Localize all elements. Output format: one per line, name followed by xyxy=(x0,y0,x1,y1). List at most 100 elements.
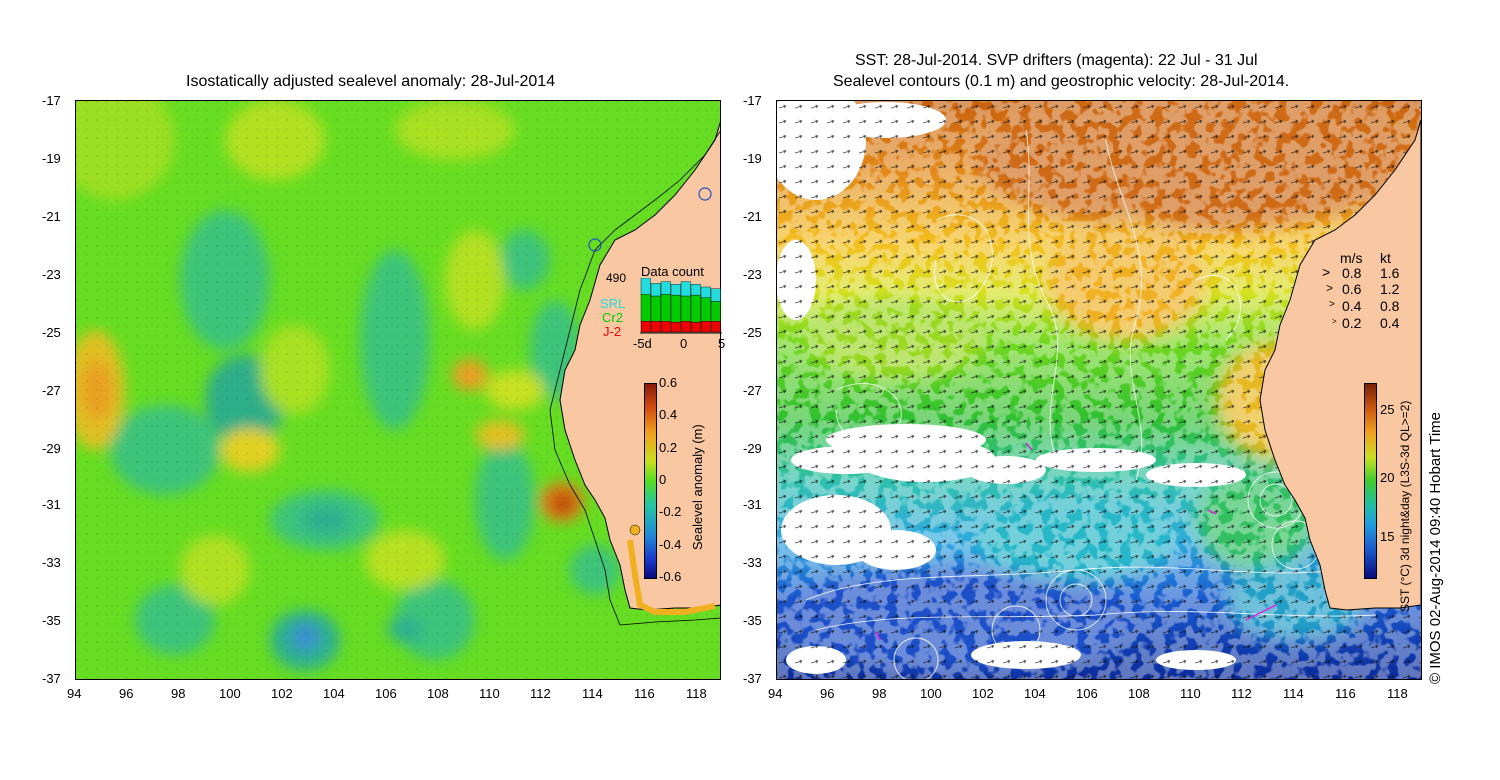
lon-tick: 118 xyxy=(686,686,707,701)
legend-j2: J-2 xyxy=(603,324,622,339)
data-count-bar-srl xyxy=(670,284,681,296)
lon-tick: 104 xyxy=(1024,686,1046,701)
data-count-bar-cr2 xyxy=(640,294,651,322)
data-count-bar-j2 xyxy=(670,321,681,333)
lon-tick: 98 xyxy=(171,686,186,701)
lat-tick: -17 xyxy=(743,93,762,108)
speed-arrow-icon: > xyxy=(1326,281,1334,295)
lat-tick: -21 xyxy=(42,209,61,224)
legend-srl: SRL xyxy=(600,296,626,311)
speed-ms: 0.8 xyxy=(1342,265,1362,281)
data-count-bar-srl xyxy=(680,281,691,297)
speed-kt: 0.4 xyxy=(1380,315,1400,331)
sla-tick: 0.6 xyxy=(659,375,678,390)
imos-credit: © IMOS 02-Aug-2014 09:40 Hobart Time xyxy=(1427,411,1444,684)
data-count-chart xyxy=(640,278,722,334)
speed-kt: 1.2 xyxy=(1380,281,1400,297)
data-count-bar-j2 xyxy=(660,321,671,333)
lon-tick: 96 xyxy=(119,686,134,701)
sla-colorbar-gradient xyxy=(644,383,657,579)
sla-tick: 0.4 xyxy=(659,407,678,422)
speed-kt: 0.8 xyxy=(1380,298,1400,314)
data-count-bar-srl xyxy=(710,288,721,302)
data-count-bar-j2 xyxy=(710,321,721,333)
speed-ms: 0.2 xyxy=(1342,315,1362,331)
lat-tick: -21 xyxy=(743,209,762,224)
data-count-bar-cr2 xyxy=(680,295,691,322)
lon-tick: 102 xyxy=(271,686,293,701)
right-map-title-line1: SST: 28-Jul-2014. SVP drifters (magenta)… xyxy=(855,52,1258,69)
data-count-bar-j2 xyxy=(700,321,711,333)
lon-tick: 98 xyxy=(872,686,887,701)
data-count-bar-cr2 xyxy=(660,294,671,322)
lat-tick: -29 xyxy=(743,441,762,456)
lat-tick: -37 xyxy=(743,671,762,686)
lon-tick: 108 xyxy=(1128,686,1150,701)
lat-tick: -27 xyxy=(743,383,762,398)
lon-tick: 108 xyxy=(427,686,449,701)
lon-tick: 94 xyxy=(67,686,82,701)
lat-tick: -31 xyxy=(743,497,762,512)
lat-tick: -35 xyxy=(743,613,762,628)
speed-ms: 0.4 xyxy=(1342,298,1362,314)
sst-tick: 15 xyxy=(1380,529,1395,544)
speed-arrow-icon: > xyxy=(1329,299,1335,310)
lon-tick: 104 xyxy=(323,686,345,701)
data-count-bar-cr2 xyxy=(670,294,681,323)
speed-kt: 1.6 xyxy=(1380,265,1400,281)
data-count-number: 490 xyxy=(606,271,627,285)
lat-tick: -17 xyxy=(42,93,61,108)
sst-map xyxy=(776,100,1422,680)
speed-arrow-icon: > xyxy=(1322,264,1331,280)
dc-tick-0: 0 xyxy=(680,336,688,351)
sst-colorbar-label: SST (°C) 3d night&day (L3S-3d QL>=2) xyxy=(1398,400,1412,612)
data-count-bar-j2 xyxy=(690,321,701,333)
lon-tick: 96 xyxy=(820,686,835,701)
sla-tick: 0 xyxy=(659,472,667,487)
data-count-bar-j2 xyxy=(680,321,691,333)
lon-tick: 114 xyxy=(1283,686,1304,701)
data-count-bar-srl xyxy=(660,281,671,295)
data-count-bar-srl xyxy=(640,278,651,295)
dc-tick-5: 5 xyxy=(718,336,726,351)
data-count-bar-cr2 xyxy=(650,295,661,322)
lat-tick: -31 xyxy=(42,497,61,512)
sla-colorbar-label: Sealevel anomaly (m) xyxy=(690,424,705,550)
lat-tick: -23 xyxy=(743,267,762,282)
lon-tick: 112 xyxy=(530,686,551,701)
data-count-bar-j2 xyxy=(650,321,661,333)
lon-tick: 110 xyxy=(1180,686,1201,701)
sla-tick: 0.2 xyxy=(659,440,678,455)
lon-tick: 110 xyxy=(479,686,500,701)
data-count-title: Data count xyxy=(641,264,704,279)
lon-tick: 116 xyxy=(1335,686,1356,701)
lon-tick: 106 xyxy=(375,686,397,701)
sla-tick: -0.2 xyxy=(659,504,682,519)
lat-tick: -27 xyxy=(42,383,61,398)
left-map-title: Isostatically adjusted sealevel anomaly:… xyxy=(186,73,556,90)
lon-tick: 118 xyxy=(1387,686,1408,701)
data-count-bar-cr2 xyxy=(690,294,701,323)
lat-tick: -25 xyxy=(743,325,762,340)
lon-tick: 100 xyxy=(920,686,942,701)
sla-tick: -0.4 xyxy=(659,537,682,552)
lon-tick: 112 xyxy=(1231,686,1252,701)
lat-tick: -23 xyxy=(42,267,61,282)
data-count-bar-cr2 xyxy=(700,297,711,322)
speed-header-ms: m/s xyxy=(1340,250,1363,266)
data-count-bar-srl xyxy=(650,283,661,297)
lat-tick: -19 xyxy=(42,151,61,166)
speed-header-kt: kt xyxy=(1380,250,1391,266)
lon-tick: 114 xyxy=(582,686,603,701)
lat-tick: -29 xyxy=(42,441,61,456)
speed-ms: 0.6 xyxy=(1342,281,1362,297)
sla-map xyxy=(75,100,721,680)
legend-cr2: Cr2 xyxy=(602,310,623,325)
sst-tick: 25 xyxy=(1380,402,1395,417)
lon-tick: 94 xyxy=(768,686,783,701)
sst-colorbar-gradient xyxy=(1364,383,1377,579)
data-count-bar-j2 xyxy=(640,321,651,333)
lon-tick: 102 xyxy=(972,686,994,701)
right-map-title-line2: Sealevel contours (0.1 m) and geostrophi… xyxy=(833,73,1290,90)
sst-tick: 20 xyxy=(1380,470,1395,485)
